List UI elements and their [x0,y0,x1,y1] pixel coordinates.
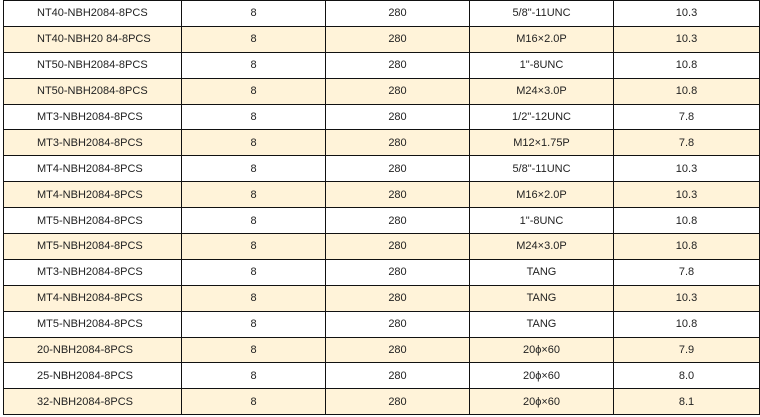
table-row: MT4-NBH2084-8PCS 8 280 M16×2.0P 10.3 [3,181,760,209]
model-cell: MT4-NBH2084-8PCS [3,155,182,183]
weight-cell: 10.8 [613,310,760,338]
table-row: 25-NBH2084-8PCS 8 280 20ϕ×60 8.0 [3,362,760,390]
pieces-cell: 8 [181,181,326,209]
length-cell: 280 [325,0,470,27]
pieces-cell: 8 [181,51,326,79]
thread-cell: 20ϕ×60 [469,388,614,416]
table-row: MT3-NBH2084-8PCS 8 280 TANG 7.8 [3,258,760,286]
weight-cell: 10.8 [613,77,760,105]
pieces-cell: 8 [181,129,326,157]
pieces-cell: 8 [181,388,326,416]
model-cell: MT3-NBH2084-8PCS [3,258,182,286]
table-row: NT50-NBH2084-8PCS 8 280 1"-8UNC 10.8 [3,51,760,79]
weight-cell: 10.3 [613,284,760,312]
thread-cell: 1/2"-12UNC [469,103,614,131]
weight-cell: 8.1 [613,388,760,416]
pieces-cell: 8 [181,25,326,53]
length-cell: 280 [325,388,470,416]
spec-table: NT40-NBH2084-8PCS 8 280 5/8"-11UNC 10.3 NT40-… [3,0,760,416]
thread-cell: TANG [469,310,614,338]
model-cell: MT4-NBH2084-8PCS [3,284,182,312]
length-cell: 280 [325,310,470,338]
length-cell: 280 [325,155,470,183]
length-cell: 280 [325,233,470,260]
thread-cell: M24×3.0P [469,77,614,105]
model-cell: NT40-NBH2084-8PCS [3,0,182,27]
thread-cell: 1"-8UNC [469,207,614,235]
weight-cell: 7.8 [613,103,760,131]
length-cell: 280 [325,51,470,79]
thread-cell: TANG [469,284,614,312]
pieces-cell: 8 [181,258,326,286]
table-row: MT4-NBH2084-8PCS 8 280 5/8"-11UNC 10.3 [3,155,760,183]
weight-cell: 10.3 [613,181,760,209]
model-cell: NT40-NBH20 84-8PCS [3,25,182,53]
weight-cell: 10.3 [613,155,760,183]
thread-cell: M12×1.75P [469,129,614,157]
table-row: MT5-NBH2084-8PCS 8 280 1"-8UNC 10.8 [3,207,760,235]
table-row: NT40-NBH2084-8PCS 8 280 5/8"-11UNC 10.3 [3,0,760,27]
model-cell: MT5-NBH2084-8PCS [3,207,182,235]
thread-cell: 20ϕ×60 [469,362,614,390]
pieces-cell: 8 [181,77,326,105]
length-cell: 280 [325,25,470,53]
table-row: MT5-NBH2084-8PCS 8 280 TANG 10.8 [3,310,760,338]
length-cell: 280 [325,284,470,312]
length-cell: 280 [325,129,470,157]
thread-cell: M16×2.0P [469,25,614,53]
length-cell: 280 [325,103,470,131]
table-row: 32-NBH2084-8PCS 8 280 20ϕ×60 8.1 [3,388,760,416]
length-cell: 280 [325,362,470,390]
pieces-cell: 8 [181,155,326,183]
pieces-cell: 8 [181,233,326,260]
thread-cell: M16×2.0P [469,181,614,209]
weight-cell: 8.0 [613,362,760,390]
weight-cell: 10.8 [613,51,760,79]
table-row: 20-NBH2084-8PCS 8 280 20ϕ×60 7.9 [3,336,760,364]
thread-cell: 5/8"-11UNC [469,0,614,27]
length-cell: 280 [325,77,470,105]
length-cell: 280 [325,258,470,286]
model-cell: MT3-NBH2084-8PCS [3,129,182,157]
model-cell: 25-NBH2084-8PCS [3,362,182,390]
pieces-cell: 8 [181,310,326,338]
model-cell: NT50-NBH2084-8PCS [3,51,182,79]
table-row: MT4-NBH2084-8PCS 8 280 TANG 10.3 [3,284,760,312]
pieces-cell: 8 [181,0,326,27]
pieces-cell: 8 [181,103,326,131]
spec-table-body: NT40-NBH2084-8PCS 8 280 5/8"-11UNC 10.3 NT40-… [3,0,760,416]
weight-cell: 7.8 [613,129,760,157]
weight-cell: 10.8 [613,207,760,235]
model-cell: MT4-NBH2084-8PCS [3,181,182,209]
model-cell: NT50-NBH2084-8PCS [3,77,182,105]
model-cell: MT3-NBH2084-8PCS [3,103,182,131]
model-cell: 32-NBH2084-8PCS [3,388,182,416]
model-cell: MT5-NBH2084-8PCS [3,310,182,338]
pieces-cell: 8 [181,336,326,364]
thread-cell: 20ϕ×60 [469,336,614,364]
table-row: NT50-NBH2084-8PCS 8 280 M24×3.0P 10.8 [3,77,760,105]
length-cell: 280 [325,181,470,209]
weight-cell: 7.8 [613,258,760,286]
pieces-cell: 8 [181,284,326,312]
pieces-cell: 8 [181,207,326,235]
weight-cell: 10.8 [613,233,760,260]
thread-cell: 1"-8UNC [469,51,614,79]
pieces-cell: 8 [181,362,326,390]
weight-cell: 10.3 [613,25,760,53]
table-row: NT40-NBH20 84-8PCS 8 280 M16×2.0P 10.3 [3,25,760,53]
table-row: MT3-NBH2084-8PCS 8 280 M12×1.75P 7.8 [3,129,760,157]
model-cell: 20-NBH2084-8PCS [3,336,182,364]
table-row: MT3-NBH2084-8PCS 8 280 1/2"-12UNC 7.8 [3,103,760,131]
length-cell: 280 [325,207,470,235]
weight-cell: 10.3 [613,0,760,27]
table-row: MT5-NBH2084-8PCS 8 280 M24×3.0P 10.8 [3,233,760,260]
length-cell: 280 [325,336,470,364]
weight-cell: 7.9 [613,336,760,364]
thread-cell: TANG [469,258,614,286]
thread-cell: M24×3.0P [469,233,614,260]
thread-cell: 5/8"-11UNC [469,155,614,183]
model-cell: MT5-NBH2084-8PCS [3,233,182,260]
